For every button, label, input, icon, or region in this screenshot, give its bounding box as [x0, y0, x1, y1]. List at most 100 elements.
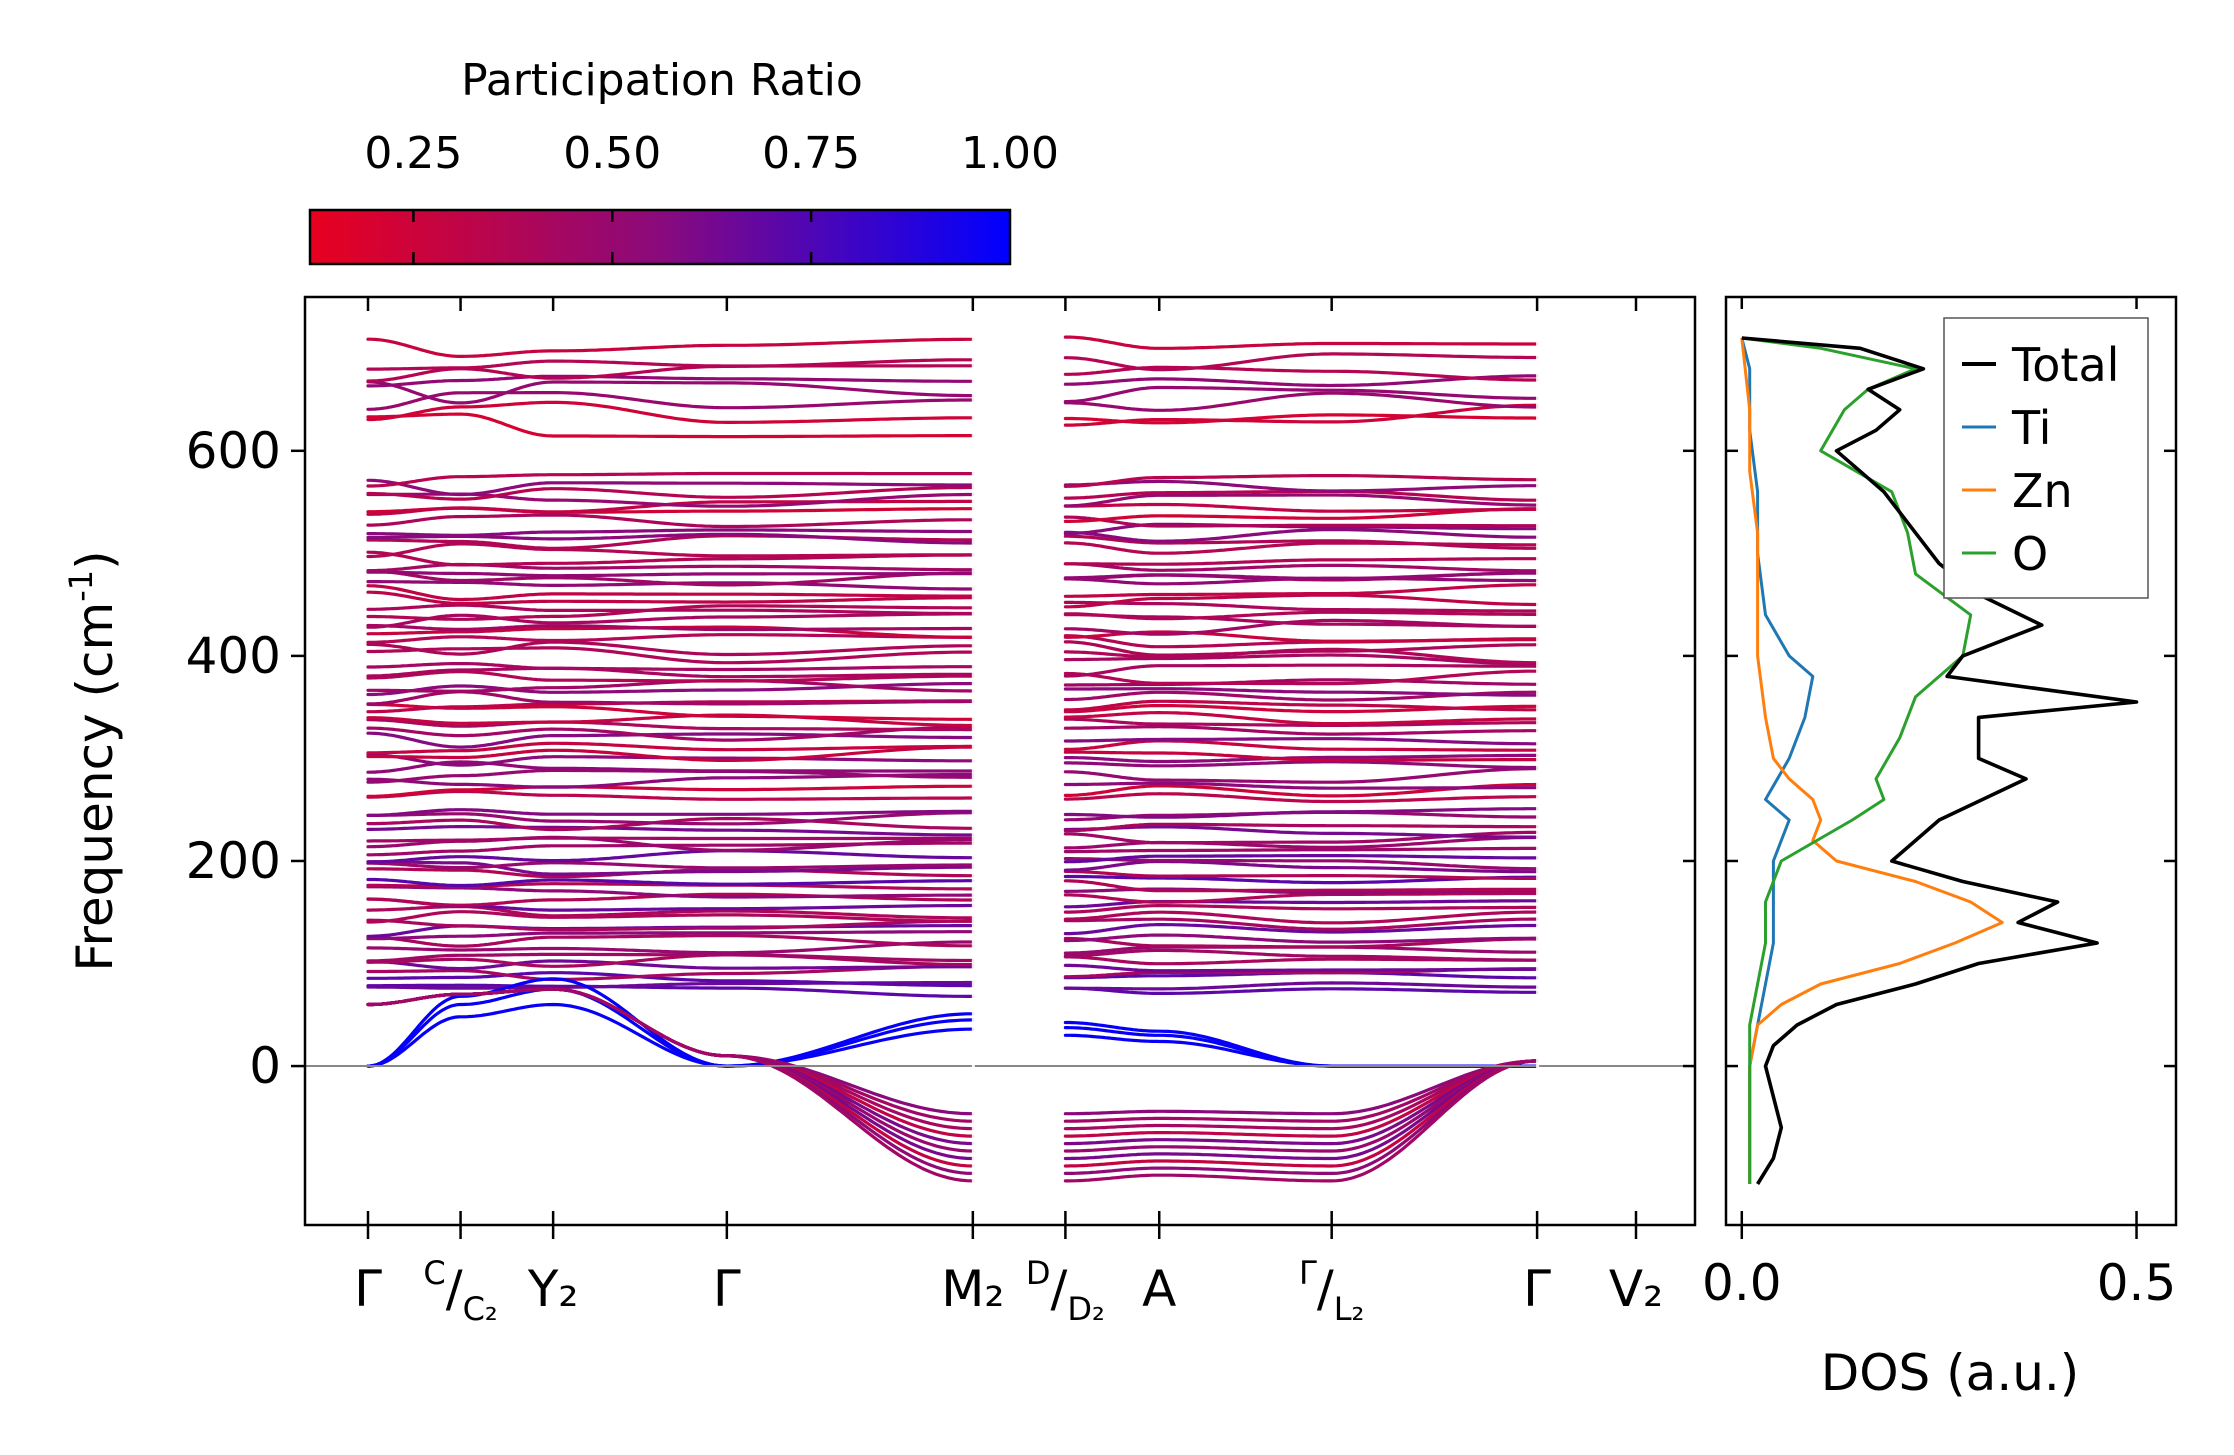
colorbar-tick-label: 0.75	[762, 128, 860, 179]
band-line	[366, 952, 975, 963]
band-line	[366, 959, 975, 971]
band-line	[1063, 403, 1539, 427]
band-line	[366, 478, 975, 497]
band-line	[366, 699, 975, 714]
band-line	[1063, 904, 1539, 914]
band-line	[366, 570, 975, 578]
band-line	[1063, 835, 1539, 850]
band-line	[1063, 963, 1539, 973]
band-line	[1063, 528, 1539, 543]
band-line	[1063, 474, 1539, 488]
kpath-label-sep: /	[446, 1260, 463, 1318]
kpath-label-sup: C	[423, 1254, 445, 1292]
band-line	[366, 679, 975, 693]
band-line	[1063, 891, 1539, 904]
band-line	[1063, 910, 1539, 925]
band-line	[1063, 374, 1539, 388]
segment-breaks	[971, 299, 1540, 1223]
band-line	[1063, 711, 1539, 726]
band-line	[366, 580, 975, 591]
band-line	[1063, 822, 1539, 833]
dos-series-total	[1741, 336, 2139, 1185]
kpath-label: Γ	[713, 1260, 741, 1318]
band-line	[366, 604, 975, 621]
band-line	[366, 808, 975, 817]
band-line	[1063, 618, 1539, 636]
band-line	[366, 670, 975, 683]
kpath-label-sup: Γ	[1299, 1254, 1317, 1292]
band-line	[1063, 739, 1539, 752]
kpath-label: M₂	[941, 1260, 1004, 1318]
kpath-label: Γ/L₂	[1299, 1254, 1364, 1328]
y-tick-label: 600	[186, 422, 281, 480]
band-line	[1063, 1059, 1539, 1168]
band-line	[1063, 576, 1539, 586]
band-line	[1063, 479, 1539, 493]
band-line	[1063, 1059, 1539, 1138]
band-line	[1063, 879, 1539, 893]
kpath-label-sub: L₂	[1334, 1290, 1365, 1328]
band-line	[366, 633, 975, 644]
kpath-label-sub: C₂	[463, 1290, 498, 1328]
band-line	[1063, 690, 1539, 702]
band-line	[1063, 493, 1539, 508]
band-line	[366, 930, 975, 941]
band-line	[1063, 792, 1539, 804]
legend-label: Ti	[2011, 401, 2051, 455]
band-line	[1063, 981, 1539, 991]
kpath-label: D/D₂	[1026, 1254, 1105, 1328]
band-line	[366, 590, 975, 605]
band-line	[1063, 1059, 1539, 1131]
band-line	[1063, 807, 1539, 819]
kpath-label-sub: D₂	[1067, 1290, 1104, 1328]
band-line	[1063, 767, 1539, 784]
band-line	[366, 745, 975, 762]
band-line	[1063, 725, 1539, 736]
band-line	[1063, 986, 1539, 995]
band-line	[1063, 571, 1539, 581]
band-line	[366, 940, 975, 955]
colorbar-tick-label: 0.50	[563, 128, 661, 179]
band-line	[366, 380, 975, 405]
legend-label: O	[2012, 527, 2048, 581]
band-line	[1063, 874, 1539, 885]
band-line	[1063, 869, 1539, 880]
band-line	[366, 753, 975, 767]
colorbar-gradient	[308, 208, 1012, 266]
band-line	[1063, 781, 1539, 790]
dos-series-zn	[1740, 337, 2004, 1184]
band-line	[366, 584, 975, 602]
band-line	[1063, 630, 1539, 643]
colorbar-tick-label: 1.00	[961, 128, 1059, 179]
band-line	[1063, 1020, 1539, 1068]
band-line	[366, 603, 975, 616]
kpath-label: C/C₂	[423, 1254, 497, 1328]
band-line	[366, 374, 975, 388]
colorbar-ticks	[412, 210, 813, 264]
band-line	[1063, 335, 1539, 350]
band-line	[1063, 653, 1539, 666]
band-lines	[366, 335, 1539, 1183]
band-line	[366, 471, 975, 488]
band-line	[366, 760, 975, 774]
segment-break	[1536, 299, 1540, 1223]
ylabel-superscript: -1	[62, 570, 100, 602]
band-line	[366, 412, 975, 439]
band-line	[1063, 1033, 1539, 1068]
band-line	[366, 772, 975, 789]
kpath-label: Γ	[354, 1260, 382, 1318]
band-line	[1063, 1059, 1539, 1183]
band-line	[1063, 1059, 1539, 1153]
band-line	[1063, 1059, 1539, 1161]
band-line	[1063, 750, 1539, 762]
band-line	[366, 623, 975, 632]
band-line	[1063, 825, 1539, 839]
colorbar: Participation Ratio 0.25 0.50 0.75 1.00	[308, 55, 1059, 266]
band-line	[366, 934, 975, 948]
y-tick-label: 400	[186, 627, 281, 685]
band-line	[1063, 541, 1539, 555]
dos-axis-ticks: 0.0 0.5	[1702, 297, 2176, 1312]
kpath-label: Y₂	[527, 1260, 579, 1318]
band-line	[1063, 669, 1539, 686]
